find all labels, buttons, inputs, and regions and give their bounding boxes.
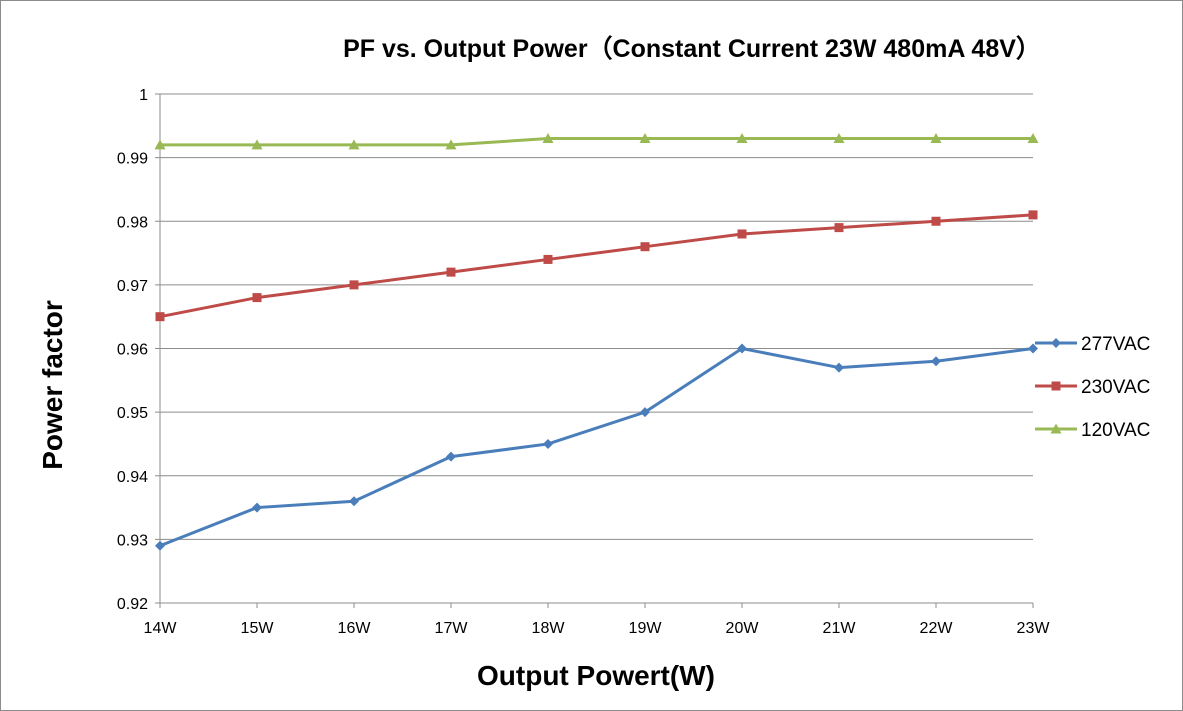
y-tick-label: 0.99: [117, 151, 148, 168]
series-lines: [154, 133, 1039, 551]
data-point-277vac: [640, 407, 650, 418]
legend-label-230vac: 230VAC: [1081, 377, 1150, 398]
x-tick-label: 22W: [920, 620, 954, 637]
y-tick-label: 1: [139, 87, 148, 104]
data-point-277vac: [931, 356, 941, 367]
legend-label-120vac: 120VAC: [1081, 420, 1150, 441]
data-point-230vac: [931, 216, 941, 226]
y-tick-label: 0.96: [117, 342, 148, 359]
y-tick-labels: 0.92 0.93 0.94 0.95 0.96 0.97 0.98 0.99 1: [117, 87, 148, 613]
legend-item-277vac: 277VAC: [1035, 334, 1150, 355]
x-tick-label: 16W: [338, 620, 372, 637]
series-120vac: [154, 133, 1039, 150]
x-tick-label: 15W: [241, 620, 275, 637]
data-point-120vac: [251, 139, 263, 150]
data-point-277vac: [252, 502, 262, 513]
legend-marker-230vac: [1051, 381, 1061, 391]
legend-marker-277vac: [1051, 338, 1061, 348]
x-tick-label: 21W: [823, 620, 857, 637]
data-point-277vac: [543, 438, 553, 449]
data-point-230vac: [155, 312, 165, 322]
y-tick-label: 0.95: [117, 405, 148, 422]
x-tick-labels: 14W 15W 16W 17W 18W 19W 20W 21W 22W 23W: [144, 620, 1051, 637]
data-point-120vac: [542, 133, 554, 144]
series-277vac: [155, 343, 1038, 551]
data-point-230vac: [446, 267, 456, 277]
data-point-277vac: [834, 362, 844, 373]
data-point-120vac: [930, 133, 942, 144]
data-point-120vac: [833, 133, 845, 144]
data-point-120vac: [348, 139, 360, 150]
data-point-230vac: [252, 293, 262, 303]
data-point-120vac: [1027, 133, 1039, 144]
y-tick-label: 0.98: [117, 214, 148, 231]
y-tick-label: 0.94: [117, 469, 148, 486]
data-point-230vac: [543, 254, 553, 264]
data-point-120vac: [736, 133, 748, 144]
gridlines: [160, 93, 1033, 604]
data-point-277vac: [446, 451, 456, 462]
y-axis-title: Power factor: [37, 300, 68, 470]
data-point-277vac: [1028, 343, 1038, 354]
legend-marker-120vac: [1050, 423, 1062, 434]
legend: 277VAC 230VAC 120VAC: [1035, 334, 1150, 441]
data-point-230vac: [834, 223, 844, 233]
chart-title: PF vs. Output Power（Constant Current 23W…: [343, 34, 1041, 63]
y-tick-label: 0.93: [117, 532, 148, 549]
series-line-230vac: [159, 213, 1034, 319]
data-point-230vac: [737, 229, 747, 239]
series-230vac: [155, 210, 1038, 322]
data-point-277vac: [349, 496, 359, 507]
data-point-230vac: [640, 242, 650, 252]
data-point-230vac: [349, 280, 359, 290]
legend-item-120vac: 120VAC: [1035, 420, 1150, 441]
data-point-230vac: [1028, 210, 1038, 220]
x-tick-label: 18W: [532, 620, 566, 637]
data-point-120vac: [154, 139, 166, 150]
legend-label-277vac: 277VAC: [1081, 334, 1150, 355]
series-line-277vac: [159, 347, 1034, 548]
series-line-120vac: [160, 137, 1033, 147]
data-point-277vac: [737, 343, 747, 354]
x-tick-label: 20W: [726, 620, 760, 637]
x-axis-title: Output Powert(W): [477, 660, 715, 691]
x-tick-label: 17W: [435, 620, 469, 637]
data-point-277vac: [155, 540, 165, 551]
y-tick-label: 0.97: [117, 278, 148, 295]
legend-item-230vac: 230VAC: [1035, 377, 1150, 398]
x-tick-label: 23W: [1017, 620, 1051, 637]
data-point-120vac: [445, 139, 457, 150]
x-tick-label: 19W: [629, 620, 663, 637]
data-point-120vac: [639, 133, 651, 144]
axes: [155, 93, 1034, 608]
y-tick-label: 0.92: [117, 596, 148, 613]
x-tick-label: 14W: [144, 620, 178, 637]
